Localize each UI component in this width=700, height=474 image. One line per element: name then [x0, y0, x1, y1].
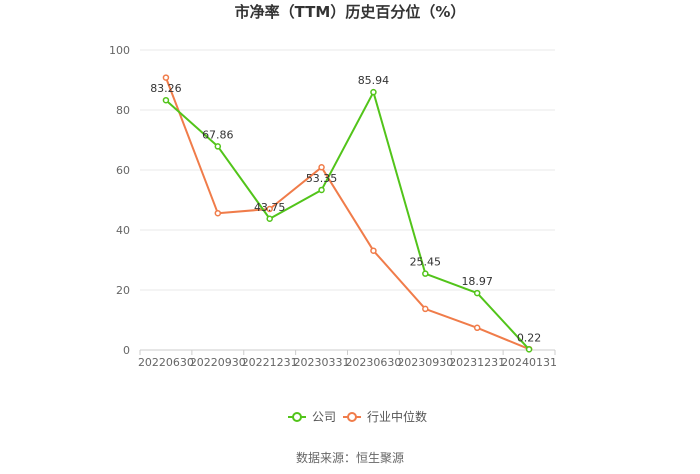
data-label: 83.26 [150, 82, 182, 95]
data-point [214, 143, 222, 150]
data-point [318, 186, 325, 194]
data-point [214, 209, 222, 217]
data-label: 53.35 [306, 172, 338, 185]
data-point [162, 96, 170, 104]
legend-swatch-marker [347, 412, 357, 422]
data-label: 85.94 [358, 74, 390, 87]
grid [140, 49, 555, 351]
y-tick-label: 60 [116, 164, 130, 177]
legend-item[interactable]: 行业中位数 [343, 409, 427, 424]
data-label: 67.86 [202, 128, 234, 141]
data-point [422, 305, 429, 313]
data-label: 25.45 [410, 256, 442, 269]
data-point [473, 324, 481, 332]
data-label: 18.97 [461, 275, 493, 288]
data-labels: 83.26 67.86 43.75 53.35 85.94 25.45 18.97 0.22 [150, 74, 541, 344]
legend-swatch-marker [292, 412, 302, 422]
series-layer [162, 74, 533, 353]
data-point [473, 289, 481, 297]
data-label: 43.75 [254, 201, 286, 214]
x-tick-label: 20231231 [449, 356, 505, 369]
data-point [422, 270, 429, 277]
axes: 0204060801002022063020220930202212312023… [109, 44, 557, 369]
x-tick-label: 20240131 [501, 356, 557, 369]
data-point [318, 164, 325, 171]
series-line [165, 77, 530, 351]
data-point [370, 247, 377, 254]
data-point [525, 346, 533, 353]
legend-label: 行业中位数 [367, 409, 427, 424]
x-tick-label: 20230930 [397, 356, 453, 369]
data-label: 0.22 [517, 331, 542, 344]
legend: 公司 行业中位数 [288, 409, 427, 424]
y-tick-label: 40 [116, 224, 130, 237]
y-tick-label: 100 [109, 44, 130, 57]
data-point [370, 88, 377, 96]
legend-label: 公司 [312, 410, 336, 424]
x-tick-label: 20230331 [294, 356, 350, 369]
y-tick-label: 20 [116, 284, 130, 297]
data-point [162, 74, 170, 81]
x-tick-label: 20220930 [190, 356, 246, 369]
source-note: 数据来源：恒生聚源 [296, 450, 404, 465]
chart-title: 市净率（TTM）历史百分位（%） [235, 3, 466, 21]
y-tick-label: 80 [116, 104, 130, 117]
x-tick-label: 20230630 [345, 356, 401, 369]
x-tick-label: 20220630 [138, 356, 194, 369]
y-tick-label: 0 [123, 344, 130, 357]
x-tick-label: 20221231 [242, 356, 298, 369]
series-line [165, 91, 530, 351]
data-point [266, 215, 273, 222]
legend-item[interactable]: 公司 [288, 410, 336, 424]
data-point [266, 205, 273, 213]
